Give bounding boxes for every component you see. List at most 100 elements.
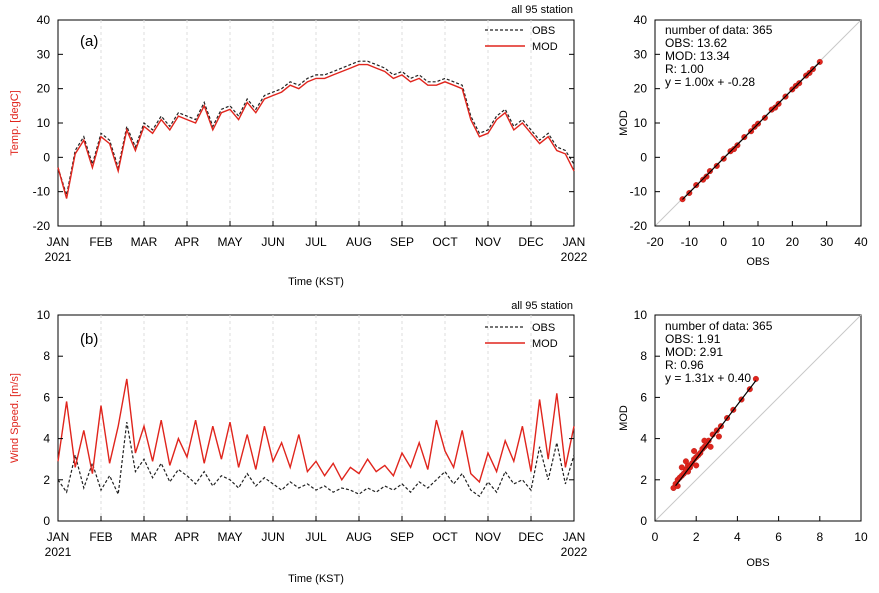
one-to-one-line (654, 314, 862, 522)
wind-scatter-marks (654, 314, 862, 522)
wind-stat-r: R: 0.96 (665, 358, 704, 372)
x-tick-label: AUG (346, 530, 372, 544)
wind-series-group (57, 378, 575, 498)
wind-y-axis-label: Wind Speed. [m/s] (9, 373, 21, 463)
scatter-point (701, 437, 708, 444)
y-tick-label: 4 (640, 432, 647, 446)
y-tick-label: 30 (37, 47, 51, 61)
x-tick-label-year: 2021 (45, 545, 72, 559)
wind-scatter-ticks: 00 2 2 4 4 6 6 8 8 10 10 (634, 308, 868, 544)
y-tick-label: 10 (37, 116, 51, 130)
x-tick-label: JAN (47, 530, 70, 544)
temp-stat-fit: y = 1.00x + -0.28 (665, 75, 755, 89)
wind-scatter-xlabel: OBS (746, 557, 769, 569)
x-tick-label: 6 (775, 530, 782, 544)
wind-stat-mod: MOD: 2.91 (665, 345, 723, 359)
y-tick-label: 10 (634, 116, 648, 130)
y-tick-label: 40 (37, 13, 51, 27)
x-tick-label: 30 (820, 235, 834, 249)
y-tick-label: 8 (640, 349, 647, 363)
y-tick-label: 4 (43, 432, 50, 446)
wind-gridlines (100, 315, 532, 521)
x-tick-label: 2 (693, 530, 700, 544)
y-tick-label: 0 (640, 514, 647, 528)
wind-scatter-frame (654, 314, 862, 522)
x-tick-label: NOV (475, 235, 501, 249)
x-tick-label: NOV (475, 530, 501, 544)
obs-series-line (57, 60, 575, 196)
scatter-point (752, 375, 759, 382)
y-tick-label: -20 (630, 219, 648, 233)
x-tick-label: 0 (720, 235, 727, 249)
x-tick-label-year: 2022 (561, 545, 588, 559)
temp-gridlines (100, 20, 532, 226)
wind-stat-fit: y = 1.31x + 0.40 (665, 371, 751, 385)
wind-scatter-plot: 00 2 2 4 4 6 6 8 8 10 10 number of data: 365 OBS: … (618, 308, 868, 569)
y-tick-label: 10 (634, 308, 648, 322)
x-tick-label: MAY (217, 530, 242, 544)
x-tick-label: JUL (305, 235, 327, 249)
temp-stat-r: R: 1.00 (665, 62, 704, 76)
scatter-point (707, 443, 714, 450)
temp-stat-ndata: number of data: 365 (665, 23, 773, 37)
scatter-point (691, 448, 698, 455)
y-tick-label: 20 (37, 82, 51, 96)
y-tick-label: 0 (640, 150, 647, 164)
x-tick-label: JUN (261, 530, 284, 544)
legend-mod-label: MOD (532, 41, 558, 53)
scatter-point (703, 173, 710, 180)
y-tick-label: -10 (630, 185, 648, 199)
x-tick-label-year: 2021 (45, 250, 72, 264)
x-tick-label: 10 (854, 530, 868, 544)
x-tick-label: SEP (390, 530, 414, 544)
temp-y-axis-label: Temp. [degC] (9, 90, 21, 155)
y-tick-label: 0 (43, 150, 50, 164)
y-tick-label: 10 (37, 308, 51, 322)
temp-stat-obs: OBS: 13.62 (665, 36, 727, 50)
x-tick-label: OCT (432, 235, 458, 249)
x-tick-label: 8 (816, 530, 823, 544)
y-tick-label: 0 (43, 514, 50, 528)
x-tick-label: 20 (786, 235, 800, 249)
temp-series-group (57, 60, 575, 199)
x-tick-label-year: 2022 (561, 250, 588, 264)
x-tick-label: JAN (563, 235, 586, 249)
legend-mod-label: MOD (532, 338, 558, 350)
x-tick-label: 10 (751, 235, 765, 249)
x-tick-label: DEC (518, 530, 544, 544)
scatter-point (678, 464, 685, 471)
scatter-point (731, 146, 738, 153)
x-tick-label: MAR (131, 530, 158, 544)
x-tick-label: APR (175, 530, 200, 544)
x-tick-label: SEP (390, 235, 414, 249)
panel-a-label: (a) (80, 33, 98, 50)
x-tick-label: AUG (346, 235, 372, 249)
x-tick-label: APR (175, 235, 200, 249)
regression-line (675, 380, 757, 487)
scatter-point (706, 168, 713, 175)
y-tick-label: 6 (640, 390, 647, 404)
legend-obs-label: OBS (532, 25, 555, 37)
x-tick-label: FEB (89, 235, 112, 249)
y-tick-label: 30 (634, 47, 648, 61)
legend-obs-label: OBS (532, 322, 555, 334)
temp-scatter-ylabel: MOD (618, 110, 630, 136)
scatter-point (682, 458, 689, 465)
wind-stat-obs: OBS: 1.91 (665, 332, 721, 346)
obs-series-line (57, 421, 575, 498)
y-tick-label: -10 (33, 185, 51, 199)
x-tick-label: MAR (131, 235, 158, 249)
wind-x-axis-label: Time (KST) (288, 573, 344, 585)
y-tick-label: 2 (640, 473, 647, 487)
wind-stat-ndata: number of data: 365 (665, 319, 773, 333)
wind-scatter-ylabel: MOD (618, 405, 630, 431)
scatter-point (693, 462, 700, 469)
wind-y-ticks: 0 2 4 6 8 10 (37, 308, 574, 528)
scatter-point (674, 483, 681, 490)
x-tick-label: DEC (518, 235, 544, 249)
temp-station-text: all 95 station (511, 4, 573, 16)
